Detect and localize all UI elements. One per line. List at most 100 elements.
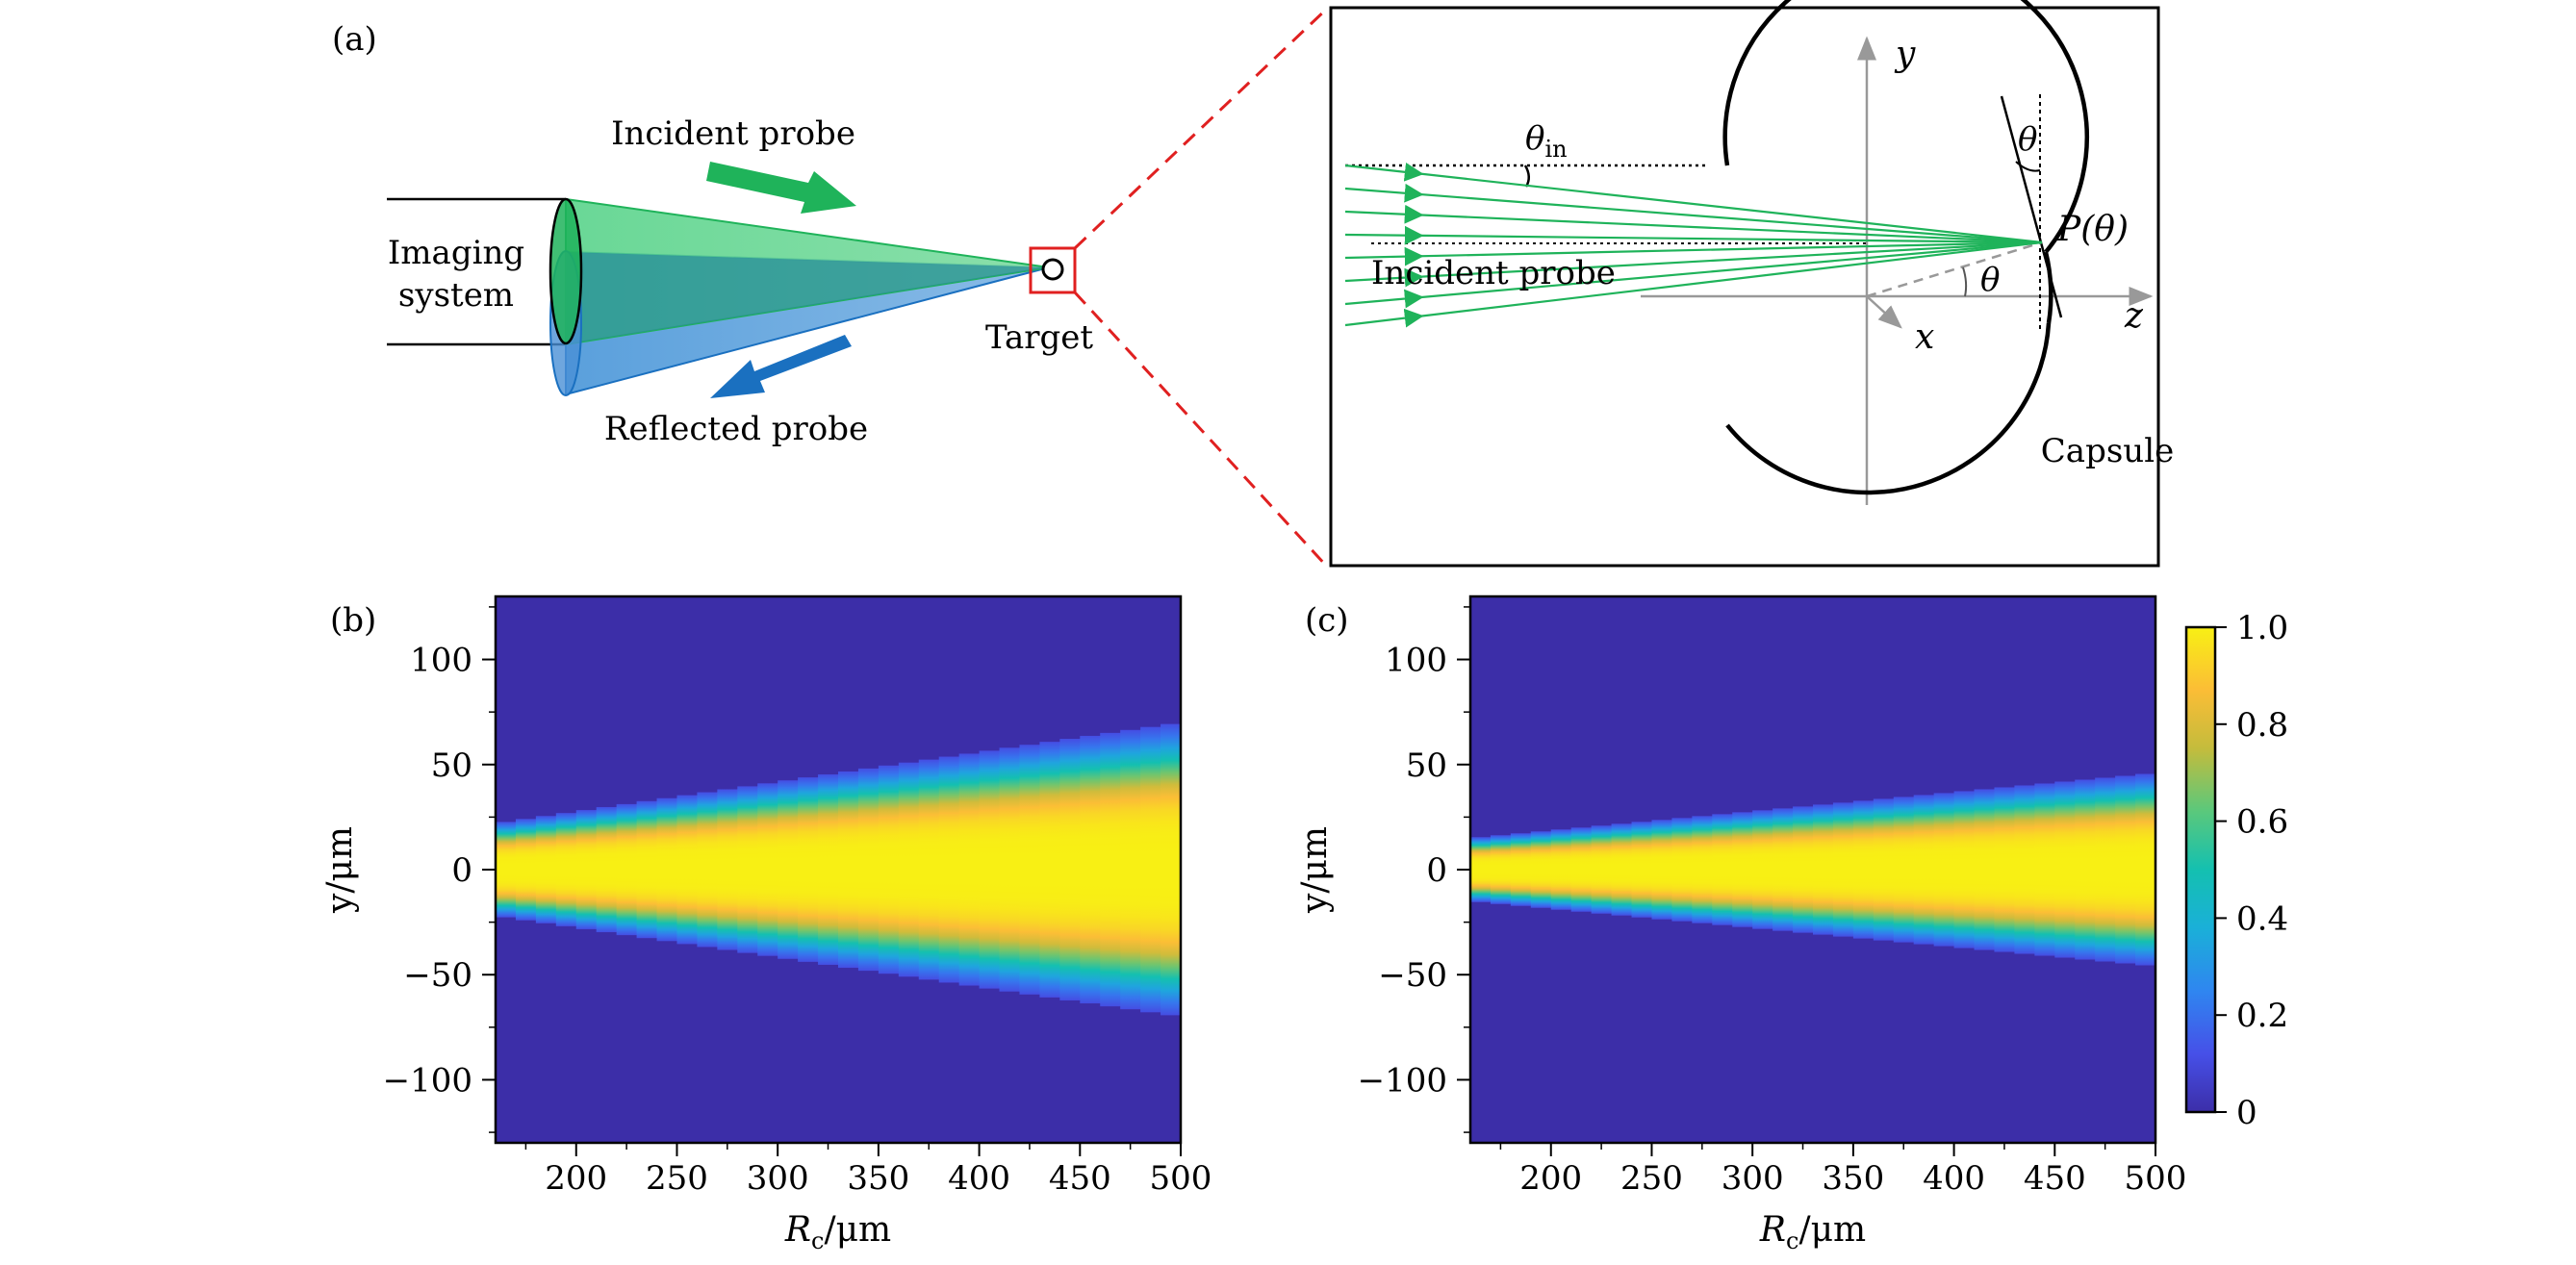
heatmap-beam-column	[1100, 732, 1121, 1007]
incident-ray-arrow	[1403, 163, 1424, 182]
panel-a-label: (a)	[332, 20, 377, 59]
heatmap-panel-c: 200 250 300 350 400 450 500100500−50−100(c)Rc/…	[1295, 595, 2187, 1254]
heatmap-beam-column	[1873, 798, 1895, 941]
y-tick-label: −50	[403, 956, 472, 995]
incident-ray	[1344, 240, 2043, 283]
heatmap-beam-column	[717, 789, 739, 950]
incident-ray	[1344, 240, 2043, 306]
heatmap-beam-column	[757, 783, 778, 956]
x-axis-label: Rc/μm	[1759, 1210, 1866, 1254]
heatmap-beam-column	[737, 786, 759, 953]
heatmap-beam-column	[1752, 810, 1773, 929]
colorbar: 0 0.2 0.4 0.6 0.8 1.0	[2184, 609, 2288, 1132]
overlap-cone	[566, 252, 1049, 344]
heatmap-beam-column	[1140, 726, 1161, 1013]
z-axis-label: z	[2124, 296, 2144, 336]
heatmap-beam-column	[2075, 779, 2096, 960]
y-tick-label: 100	[1385, 642, 1447, 680]
heatmap-beam-column	[1510, 833, 1532, 906]
y-tick-label: 100	[410, 642, 472, 680]
heatmap-beam-column	[616, 803, 638, 936]
heatmap-beam-column	[2135, 773, 2156, 966]
heatmap-beam-column	[878, 765, 900, 974]
heatmap-beam-column	[1611, 823, 1633, 916]
incident-ray	[1344, 187, 2043, 244]
y-tick-label: −100	[1358, 1061, 1447, 1100]
x-tick-label: 450	[1049, 1159, 1111, 1198]
incident-aperture	[548, 197, 583, 345]
heatmap-beam-column	[979, 750, 1001, 989]
incident-rays	[1344, 163, 2043, 328]
y-tick-label: −50	[1378, 956, 1447, 995]
theta-top-label: θ	[2018, 120, 2037, 159]
colorbar-tick-label: 0	[2236, 1094, 2257, 1132]
inset: y x z θ θ P(θ) θin Incide	[1329, 0, 2174, 568]
heatmap-beam-column	[857, 768, 880, 972]
x-tick-label: 250	[646, 1159, 708, 1198]
x-tick-label: 400	[948, 1159, 1010, 1198]
heatmap-beam-column	[938, 756, 960, 983]
panel-label: (c)	[1305, 601, 1349, 640]
heatmap-beam-column	[918, 759, 940, 980]
capsule-arc-right	[2043, 251, 2053, 324]
target-label: Target	[985, 318, 1093, 357]
heatmap-beam-column	[636, 800, 658, 939]
heatmap-beam-column	[798, 777, 819, 962]
colorbar-tick-label: 0.8	[2236, 706, 2288, 745]
incident-ray-arrow	[1404, 267, 1424, 288]
heatmap-beam-column	[1773, 808, 1794, 931]
x-tick-label: 500	[1150, 1159, 1212, 1198]
point-label: P(θ)	[2056, 210, 2129, 249]
theta-bottom-label: θ	[1980, 261, 2000, 299]
heatmap-beam-column	[1852, 800, 1875, 939]
imaging-system-label-line2: system	[398, 276, 514, 315]
theta-in-label: θin	[1525, 119, 1568, 163]
incident-ray	[1344, 210, 2043, 244]
x-tick-label: 350	[1822, 1159, 1884, 1198]
y-axis-label: y/μm	[320, 826, 360, 914]
target-icon	[1041, 258, 1064, 281]
x-tick-label: 450	[2024, 1159, 2086, 1198]
heatmap-beam-column	[1059, 739, 1082, 1000]
heatmap-beam-column	[656, 797, 678, 942]
incident-ray	[1344, 240, 2043, 327]
heatmap-beam-column	[2054, 781, 2077, 958]
reflected-probe-arrow	[710, 335, 852, 398]
heatmap-beam-column	[1490, 835, 1512, 904]
heatmap-beam-column	[1470, 837, 1492, 902]
incident-ray-arrow	[1404, 183, 1424, 203]
heatmap-beam-column	[1530, 831, 1552, 908]
incident-probe-label: Incident probe	[611, 114, 855, 153]
heatmap-beam-column	[496, 822, 517, 918]
heatmap-beam-column	[1913, 795, 1935, 945]
heatmap-beam-column	[1793, 806, 1814, 933]
incident-ray	[1344, 240, 2043, 260]
incident-ray	[1344, 233, 2043, 244]
imaging-system-label-line1: Imaging	[388, 234, 524, 272]
heatmap-beam-column	[2034, 783, 2056, 956]
heatmap-beam-column	[697, 792, 719, 948]
inset-frame	[1329, 6, 2160, 568]
x-tick-label: 200	[545, 1159, 607, 1198]
heatmap-beam-column	[1953, 791, 1976, 949]
heatmap-beam-column	[1631, 822, 1653, 918]
heatmap-beam-column	[1712, 814, 1734, 925]
heatmap-beam-column	[676, 795, 699, 945]
x-tick-label: 400	[1923, 1159, 1985, 1198]
heatmap-beam-column	[1080, 735, 1102, 1004]
capsule-arc-top	[1722, 0, 2089, 254]
heatmap-beam-column	[575, 810, 598, 929]
x-tick-label: 500	[2125, 1159, 2187, 1198]
y-tick-label: −100	[383, 1061, 472, 1100]
tangent-line	[2000, 95, 2063, 318]
heatmap-beam-column	[1893, 797, 1915, 943]
heatmap-beam-column	[1813, 804, 1834, 935]
heatmap-beam-column	[1974, 789, 1996, 950]
capsule-arc-bottom	[1725, 322, 2052, 495]
x-axis-label: Rc/μm	[784, 1210, 891, 1254]
heatmap-beam-column	[1550, 829, 1572, 910]
radius-line	[1866, 240, 2043, 298]
y-axis-label: y/μm	[1295, 826, 1335, 914]
heatmap-beam-column	[1160, 723, 1182, 1016]
